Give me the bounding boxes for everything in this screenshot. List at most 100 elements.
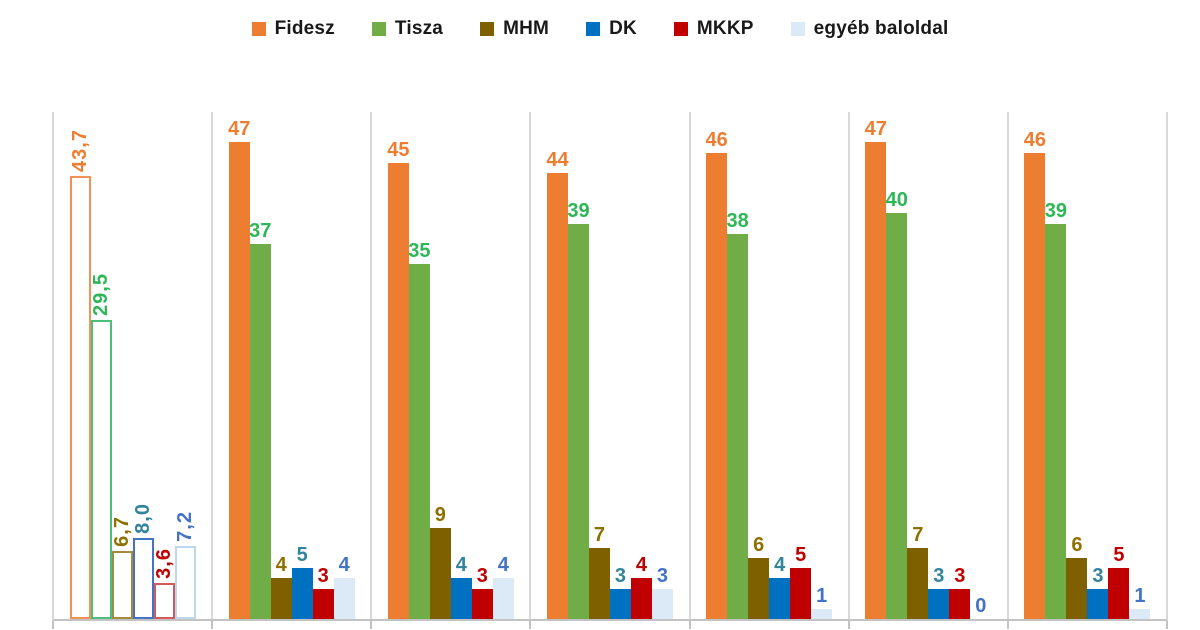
bar-value-label-fidesz: 47: [228, 118, 251, 141]
bar-value-label-mhm: 6,7: [111, 516, 134, 548]
bar-group-1: 43,7 29,5 6,7 8,0 3,6 7,2: [54, 112, 214, 629]
bar-egyeb-baloldal: 4: [492, 555, 514, 619]
bar-fidesz: 47: [865, 119, 887, 619]
bar-mkkp: 4: [630, 555, 652, 619]
bar-value-label-egyeb-baloldal: 4: [497, 554, 509, 577]
bar-value-label-dk: 4: [774, 554, 786, 577]
bar-mhm: 4: [270, 555, 292, 619]
legend-item-tisza: Tisza: [371, 18, 444, 40]
bar-mhm: 6: [1066, 535, 1088, 619]
bar-fidesz: 45: [387, 140, 409, 619]
bar-value-label-dk: 4: [455, 554, 467, 577]
bar-value-label-egyeb-baloldal: 3: [656, 564, 669, 587]
bar-value-label-dk: 5: [296, 544, 308, 567]
bar-mhm: 9: [429, 505, 451, 619]
bar-value-label-tisza: 38: [726, 209, 749, 232]
bar-mkkp: 5: [790, 545, 812, 619]
bar-tisza: 35: [408, 241, 430, 619]
bar-value-label-tisza: 35: [408, 240, 431, 263]
legend-item-mhm: MHM: [480, 18, 549, 40]
bar-group-7: 46 39 6 3 5 1: [1009, 112, 1169, 629]
bar-dk: 4: [450, 555, 472, 619]
bar-value-label-tisza: 40: [885, 189, 908, 212]
bar-mhm: 7: [907, 525, 929, 619]
bar-value-label-egyeb-baloldal: 0: [975, 595, 987, 617]
bar-egyeb-baloldal: 3: [651, 566, 673, 619]
bar-value-label-dk: 3: [614, 564, 627, 587]
bar-fidesz: 43,7: [69, 129, 91, 619]
legend: Fidesz Tisza MHM DK MKKP egyéb baloldal: [0, 18, 1200, 40]
bar-value-label-mhm: 4: [275, 554, 287, 577]
bar-value-label-mkkp: 3: [954, 564, 966, 587]
bar-group-3: 45 35 9 4 3 4: [372, 112, 532, 629]
bar-mkkp: 3: [312, 566, 334, 619]
legend-item-mkkp: MKKP: [673, 18, 754, 40]
bar-egyeb-baloldal: 1: [811, 586, 833, 619]
bar-dk: 8,0: [132, 503, 154, 619]
bar-group-2: 47 37 4 5 3 4: [213, 112, 373, 629]
bar-fidesz: 44: [546, 150, 569, 619]
legend-label: MKKP: [696, 18, 754, 39]
bar-tisza: 37: [249, 221, 271, 619]
bar-value-label-tisza: 39: [1044, 199, 1068, 222]
legend-label: DK: [609, 18, 637, 39]
bar-value-label-tisza: 29,5: [90, 272, 113, 316]
bar-egyeb-baloldal: 7,2: [174, 511, 196, 619]
bar-value-label-mhm: 9: [434, 503, 446, 526]
bar-value-label-mkkp: 3: [317, 564, 329, 587]
legend-label: Tisza: [394, 18, 444, 39]
bar-value-label-dk: 8,0: [132, 503, 155, 534]
bar-tisza: 40: [886, 190, 908, 619]
bar-value-label-egyeb-baloldal: 1: [816, 584, 828, 607]
legend-swatch-egyeb-baloldal: [790, 22, 805, 36]
legend-swatch-mhm: [480, 22, 495, 36]
bar-tisza: 38: [727, 211, 749, 619]
bar-value-label-mhm: 6: [1071, 534, 1083, 557]
legend-item-egyeb-baloldal: egyéb baloldal: [790, 18, 949, 40]
bar-tisza: 39: [1045, 201, 1067, 619]
bar-value-label-fidesz: 46: [705, 128, 728, 151]
legend-swatch-dk: [586, 22, 601, 36]
plot-area: 43,7 29,5 6,7 8,0 3,6 7,2 47 37 4 5 3 4 45 35 9 4 3 4 44 39…: [52, 112, 1169, 629]
bar-value-label-dk: 3: [933, 564, 945, 587]
legend-swatch-fidesz: [251, 22, 266, 36]
bar-value-label-tisza: 37: [249, 219, 272, 242]
bar-mkkp: 3,6: [153, 548, 175, 619]
bar-value-label-egyeb-baloldal: 1: [1134, 584, 1146, 607]
bar-dk: 3: [609, 566, 631, 619]
bar-value-label-fidesz: 45: [387, 138, 410, 161]
bar-dk: 3: [928, 566, 950, 619]
legend-item-dk: DK: [586, 18, 637, 40]
bar-fidesz: 46: [1024, 130, 1046, 619]
bar-value-label-mhm: 7: [593, 524, 606, 547]
bar-value-label-mhm: 7: [912, 524, 924, 547]
bar-value-label-egyeb-baloldal: 4: [338, 554, 350, 577]
bar-value-label-tisza: 39: [567, 199, 590, 222]
bar-fidesz: 47: [228, 119, 250, 619]
bar-fidesz: 46: [706, 130, 728, 619]
bar-group-4: 44 39 7 3 4 3: [531, 112, 691, 629]
bar-group-6: 47 40 7 3 3 0: [850, 112, 1009, 629]
bar-value-label-mkkp: 4: [635, 554, 648, 577]
bar-value-label-egyeb-baloldal: 7,2: [174, 511, 197, 542]
bar-value-label-fidesz: 43,7: [69, 128, 92, 172]
bar-mkkp: 5: [1108, 545, 1130, 619]
bar-tisza: 29,5: [90, 273, 112, 619]
legend-label: egyéb baloldal: [813, 18, 949, 39]
bar-mkkp: 3: [471, 566, 493, 619]
bar-mhm: 7: [588, 525, 610, 619]
legend-swatch-tisza: [371, 22, 386, 36]
bar-value-label-mkkp: 5: [795, 544, 807, 567]
bar-mkkp: 3: [949, 566, 971, 619]
legend-swatch-mkkp: [673, 22, 688, 36]
bar-value-label-dk: 3: [1092, 564, 1104, 587]
bar-value-label-fidesz: 46: [1023, 128, 1047, 151]
bar-mhm: 6: [748, 535, 770, 619]
bar-dk: 3: [1087, 566, 1109, 619]
bar-egyeb-baloldal: 1: [1129, 586, 1151, 619]
bar-dk: 4: [769, 555, 791, 619]
bar-mhm: 6,7: [111, 516, 133, 619]
bar-egyeb-baloldal: 4: [333, 555, 355, 619]
bar-value-label-mkkp: 5: [1113, 544, 1125, 567]
